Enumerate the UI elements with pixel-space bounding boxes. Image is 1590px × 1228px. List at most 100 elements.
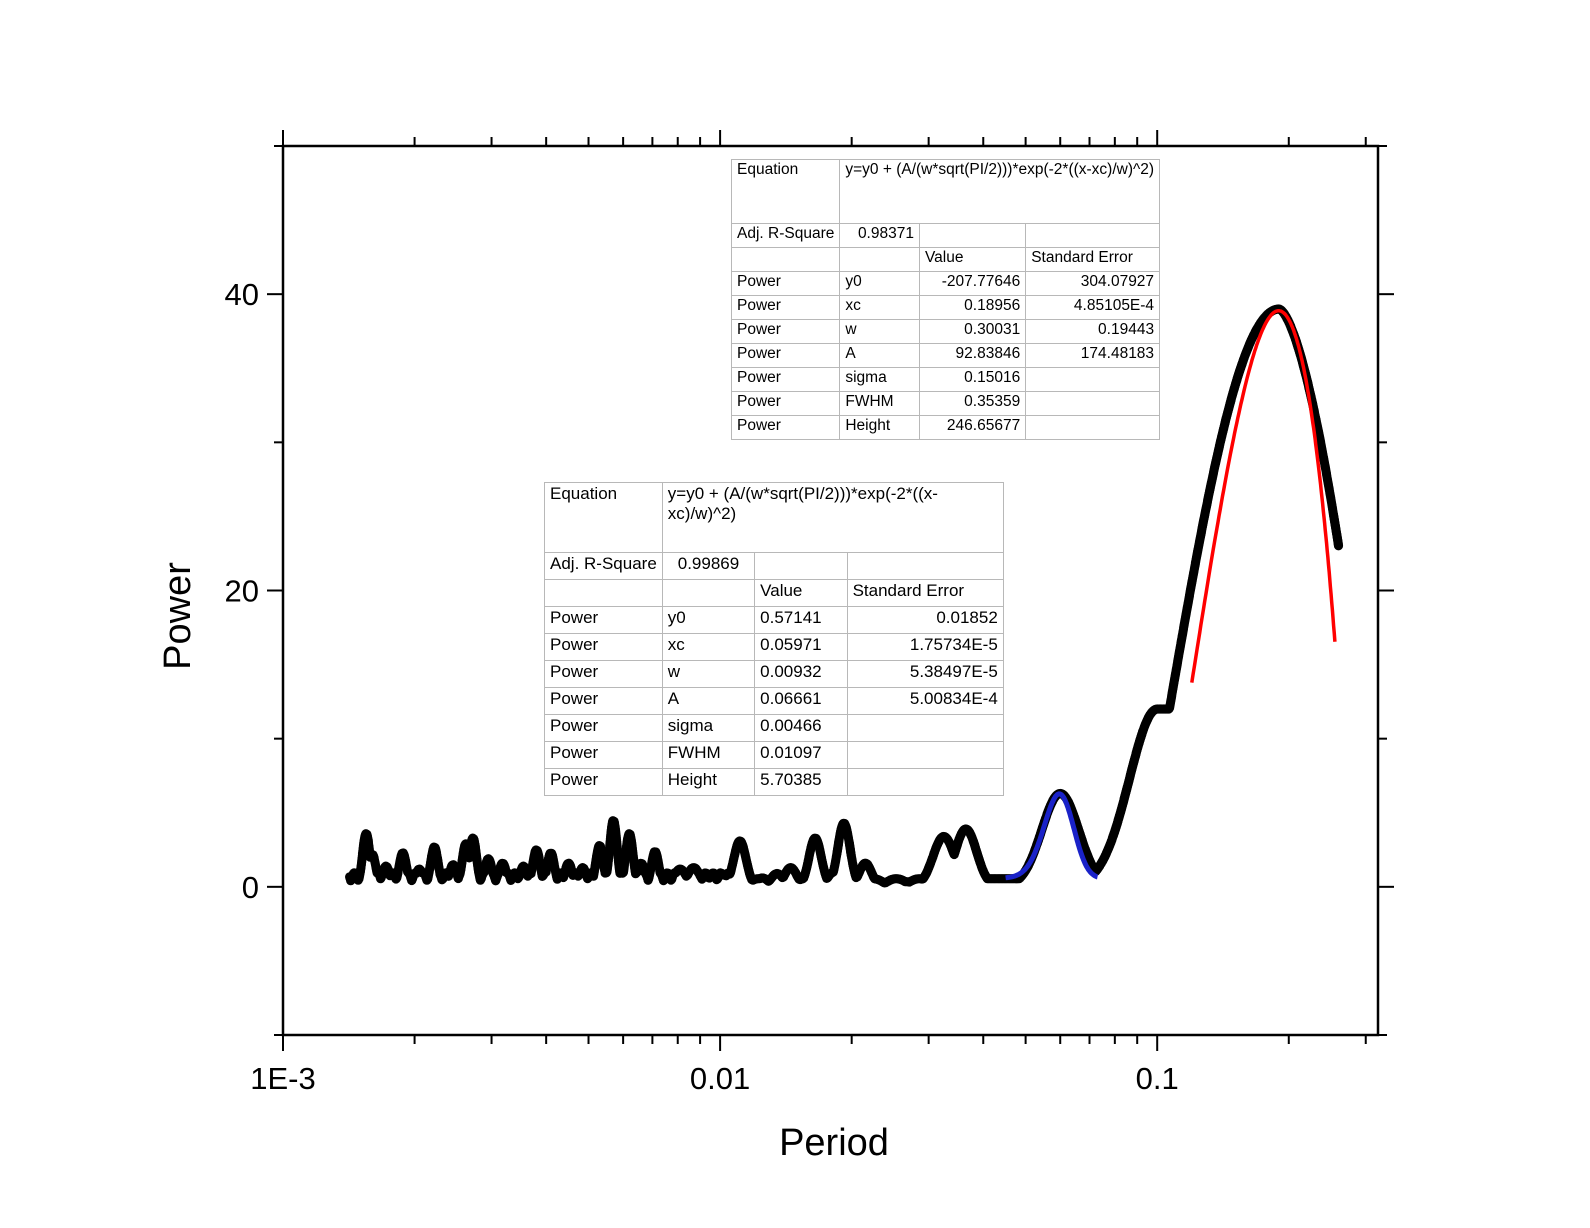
dependent-cell: Power — [730, 367, 841, 392]
value-cell: 5.70385 — [754, 768, 848, 796]
param-cell: sigma — [661, 714, 756, 742]
value-cell: 0.01097 — [754, 741, 848, 769]
param-row: Power y0 -207.77646 304.07927 — [730, 271, 1161, 296]
value-cell: 0.18956 — [918, 295, 1027, 320]
stderr-cell — [1025, 415, 1161, 440]
value-cell: 0.30031 — [918, 319, 1027, 344]
param-row: Power A 92.83846 174.48183 — [730, 343, 1161, 368]
y-tick-label: 40 — [225, 277, 259, 312]
fit-curve-blue — [1005, 791, 1098, 881]
dependent-cell: Power — [730, 343, 841, 368]
data-point — [1333, 541, 1344, 551]
dependent-cell: Power — [730, 319, 841, 344]
fit-curve-red — [1190, 308, 1337, 683]
param-row: Power FWHM 0.01097 — [544, 741, 1004, 769]
fit-results-table-2: Equation y=y0 + (A/(w*sqrt(PI/2)))*exp(-… — [544, 482, 1004, 796]
stderr-cell: 1.75734E-5 — [846, 633, 1004, 661]
value-cell: 0.57141 — [754, 606, 848, 634]
param-row: Power Height 5.70385 — [544, 768, 1004, 796]
param-cell: w — [839, 319, 920, 344]
equation-label: Equation — [544, 482, 663, 553]
param-cell: FWHM — [661, 741, 756, 769]
param-row: Power y0 0.57141 0.01852 — [544, 606, 1004, 634]
value-cell: 0.00932 — [754, 660, 848, 688]
param-row: Power A 0.06661 5.00834E-4 — [544, 687, 1004, 715]
dependent-cell: Power — [544, 606, 663, 634]
equation-row: Equation y=y0 + (A/(w*sqrt(PI/2)))*exp(-… — [730, 159, 1161, 224]
param-cell: y0 — [839, 271, 920, 296]
data-points — [345, 304, 1344, 888]
x-axis-label: Period — [779, 1122, 889, 1164]
adj-r-square-value: 0.98371 — [839, 223, 920, 248]
fit-curves — [1005, 308, 1337, 881]
dependent-cell: Power — [544, 768, 663, 796]
adj-r-square-value: 0.99869 — [661, 552, 756, 580]
equation-label: Equation — [730, 159, 841, 224]
adj-r-square-label: Adj. R-Square — [730, 223, 841, 248]
equation-text: y=y0 + (A/(w*sqrt(PI/2)))*exp(-2*((x-xc)… — [839, 159, 1161, 224]
param-cell: xc — [661, 633, 756, 661]
dependent-cell: Power — [730, 295, 841, 320]
param-row: Power sigma 0.15016 — [730, 367, 1161, 392]
dependent-cell: Power — [544, 714, 663, 742]
param-cell: sigma — [839, 367, 920, 392]
param-cell: xc — [839, 295, 920, 320]
param-row: Power FWHM 0.35359 — [730, 391, 1161, 416]
dependent-cell: Power — [544, 633, 663, 661]
equation-row: Equation y=y0 + (A/(w*sqrt(PI/2)))*exp(-… — [544, 482, 1004, 553]
y-tick-label: 20 — [225, 574, 259, 609]
header-row: Value Standard Error — [730, 247, 1161, 272]
stderr-cell: 5.38497E-5 — [846, 660, 1004, 688]
stderr-cell — [846, 714, 1004, 742]
value-cell: 0.15016 — [918, 367, 1027, 392]
stderr-cell: 304.07927 — [1025, 271, 1161, 296]
adj-r-square-row: Adj. R-Square 0.99869 — [544, 552, 1004, 580]
value-header: Value — [754, 579, 848, 607]
value-cell: 0.35359 — [918, 391, 1027, 416]
stderr-cell — [846, 768, 1004, 796]
axis-ticks — [267, 130, 1394, 1051]
stderr-header: Standard Error — [846, 579, 1004, 607]
x-tick-label: 0.1 — [1136, 1061, 1179, 1096]
param-row: Power sigma 0.00466 — [544, 714, 1004, 742]
stderr-cell — [1025, 367, 1161, 392]
value-cell: 246.65677 — [918, 415, 1027, 440]
x-tick-label: 1E-3 — [250, 1061, 315, 1096]
dependent-cell: Power — [730, 391, 841, 416]
header-row: Value Standard Error — [544, 579, 1004, 607]
value-cell: 0.06661 — [754, 687, 848, 715]
param-cell: A — [839, 343, 920, 368]
param-cell: y0 — [661, 606, 756, 634]
value-cell: -207.77646 — [918, 271, 1027, 296]
dependent-cell: Power — [544, 660, 663, 688]
adj-r-square-row: Adj. R-Square 0.98371 — [730, 223, 1161, 248]
param-row: Power xc 0.18956 4.85105E-4 — [730, 295, 1161, 320]
param-cell: Height — [661, 768, 756, 796]
param-cell: w — [661, 660, 756, 688]
fit-results-table-1: Equation y=y0 + (A/(w*sqrt(PI/2)))*exp(-… — [730, 159, 1161, 440]
stderr-cell — [846, 741, 1004, 769]
dependent-cell: Power — [544, 687, 663, 715]
stderr-header: Standard Error — [1025, 247, 1161, 272]
stderr-cell: 5.00834E-4 — [846, 687, 1004, 715]
y-axis-label: Power — [157, 562, 199, 670]
adj-r-square-label: Adj. R-Square — [544, 552, 663, 580]
x-tick-label: 0.01 — [690, 1061, 750, 1096]
dependent-cell: Power — [730, 271, 841, 296]
param-cell: FWHM — [839, 391, 920, 416]
param-row: Power Height 246.65677 — [730, 415, 1161, 440]
param-cell: Height — [839, 415, 920, 440]
param-row: Power w 0.00932 5.38497E-5 — [544, 660, 1004, 688]
stderr-cell: 174.48183 — [1025, 343, 1161, 368]
dependent-cell: Power — [544, 741, 663, 769]
stderr-cell: 0.01852 — [846, 606, 1004, 634]
stderr-cell: 0.19443 — [1025, 319, 1161, 344]
stderr-cell: 4.85105E-4 — [1025, 295, 1161, 320]
y-tick-label: 0 — [242, 870, 259, 905]
dependent-cell: Power — [730, 415, 841, 440]
param-row: Power xc 0.05971 1.75734E-5 — [544, 633, 1004, 661]
value-cell: 0.05971 — [754, 633, 848, 661]
stderr-cell — [1025, 391, 1161, 416]
equation-text: y=y0 + (A/(w*sqrt(PI/2)))*exp(-2*((x-xc)… — [661, 482, 1004, 553]
